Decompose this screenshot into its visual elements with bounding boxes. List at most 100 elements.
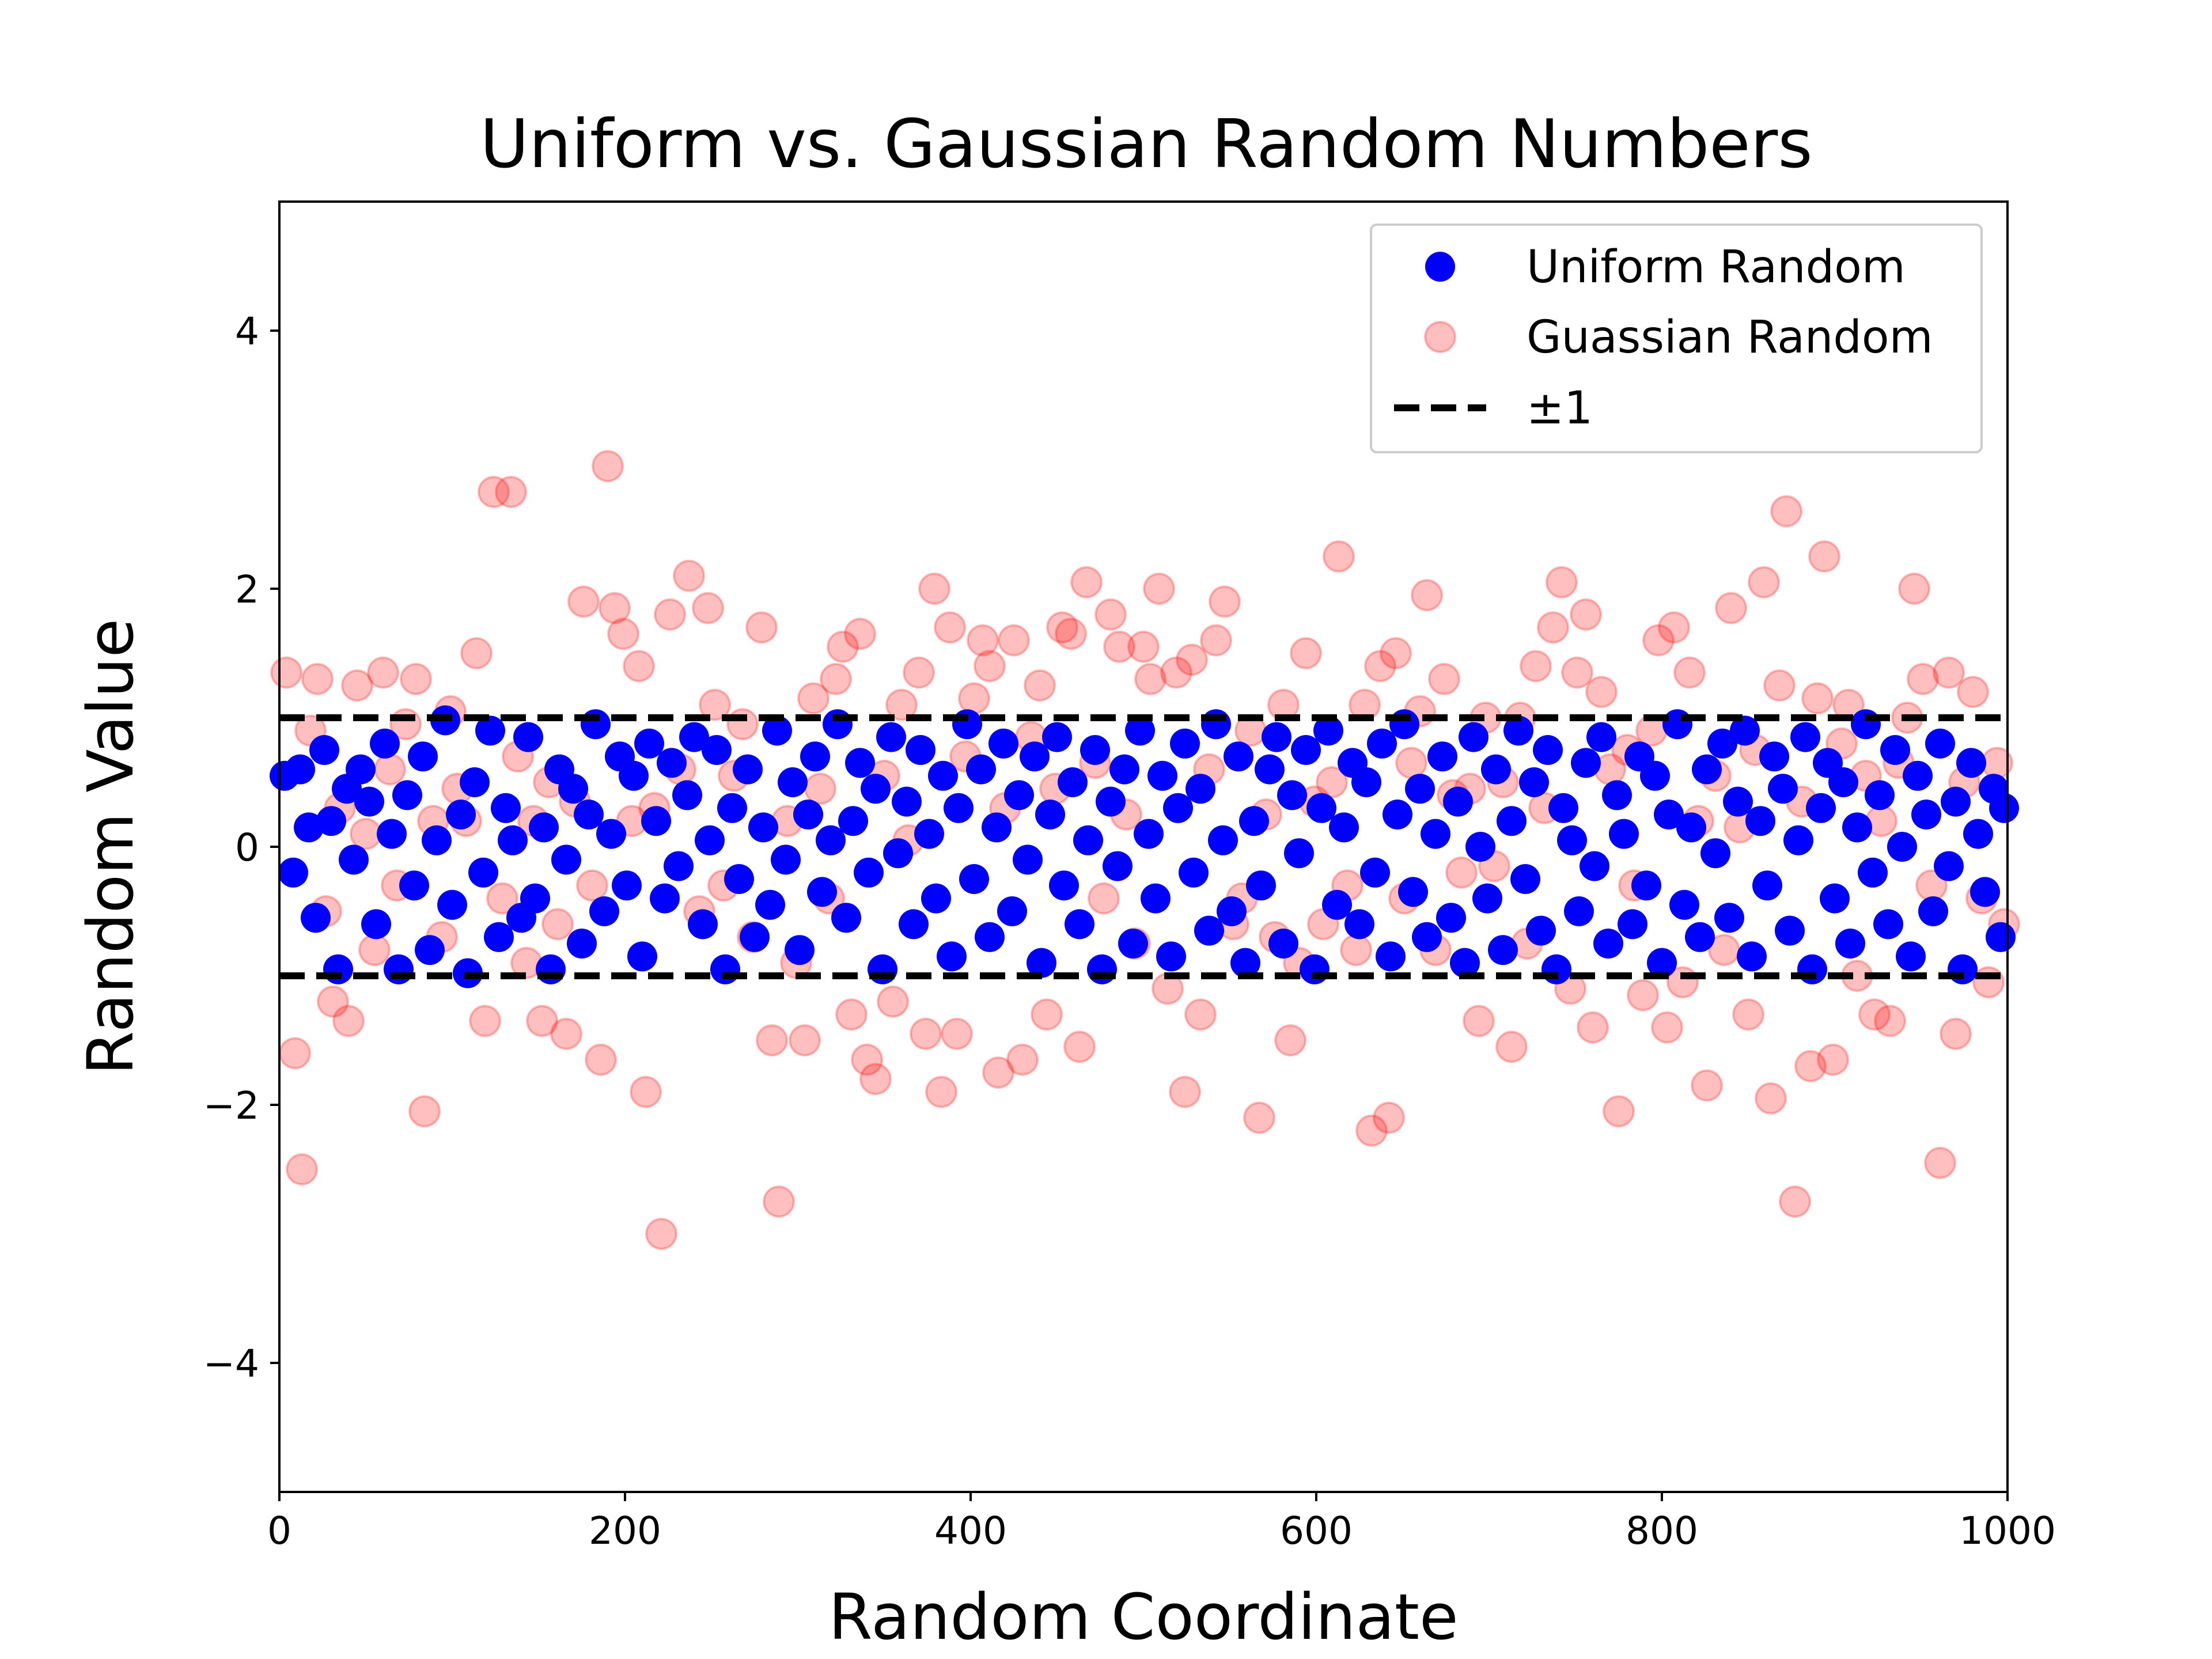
uniform-point <box>567 929 597 959</box>
gaussian-point <box>585 1043 617 1076</box>
gaussian-point <box>374 753 406 786</box>
uniform-point <box>1306 793 1336 823</box>
uniform-point <box>589 896 619 926</box>
uniform-point <box>437 889 467 920</box>
uniform-point <box>558 774 588 804</box>
gaussian-point <box>599 592 631 624</box>
uniform-point <box>294 812 324 843</box>
gaussian-point <box>934 611 966 644</box>
gaussian-point <box>877 985 909 1018</box>
uniform-point <box>1322 889 1352 920</box>
uniform-point <box>892 786 922 817</box>
uniform-point <box>1669 889 1699 920</box>
y-tick-label: −4 <box>203 1342 259 1386</box>
gaussian-point <box>745 611 778 644</box>
uniform-point <box>1654 800 1684 830</box>
gaussian-point <box>1691 1069 1723 1102</box>
gaussian-point <box>1755 1082 1787 1115</box>
uniform-point <box>1593 929 1623 959</box>
uniform-point <box>536 954 566 984</box>
uniform-point <box>1896 941 1926 972</box>
gaussian-point <box>526 1005 558 1037</box>
gaussian-point <box>804 772 836 805</box>
x-tick-label: 0 <box>267 1509 291 1553</box>
uniform-point <box>1118 929 1148 959</box>
uniform-point <box>316 806 346 836</box>
uniform-point <box>1194 915 1224 946</box>
gaussian-point <box>1063 1031 1096 1063</box>
gaussian-point <box>885 688 918 721</box>
uniform-point <box>800 741 830 772</box>
uniform-point <box>1262 722 1291 752</box>
gaussian-point <box>673 559 705 592</box>
gaussian-point <box>1808 540 1840 573</box>
gaussian-point <box>1898 573 1930 605</box>
uniform-point <box>1367 728 1397 759</box>
uniform-point <box>1989 793 2019 823</box>
uniform-point <box>664 851 694 881</box>
gaussian-point <box>1858 998 1891 1031</box>
y-tick-label: 4 <box>235 309 259 354</box>
y-axis-ticks: −4 −2 0 2 4 <box>203 309 279 1386</box>
gaussian-point <box>286 1153 318 1185</box>
uniform-point <box>1631 870 1661 901</box>
gaussian-point <box>1642 624 1675 657</box>
uniform-point <box>1851 709 1881 740</box>
gaussian-point <box>478 476 510 508</box>
gaussian-point <box>1445 856 1478 889</box>
gaussian-point <box>1561 656 1593 689</box>
uniform-point <box>1141 883 1171 914</box>
gaussian-point <box>820 662 852 695</box>
uniform-point <box>1472 883 1502 914</box>
uniform-point <box>1768 774 1798 804</box>
legend-marker-uniform <box>1425 252 1455 282</box>
uniform-point <box>1389 709 1419 740</box>
uniform-point <box>551 844 581 875</box>
gaussian-point <box>1537 611 1569 644</box>
gaussian-point <box>903 656 935 689</box>
uniform-point <box>988 728 1018 759</box>
uniform-point <box>491 793 521 823</box>
uniform-point <box>959 864 989 894</box>
gaussian-point <box>797 682 830 715</box>
gaussian-point <box>1209 585 1241 618</box>
uniform-point <box>1533 735 1563 765</box>
uniform-point <box>733 754 763 785</box>
legend-label-gaussian: Guassian Random <box>1527 312 1933 363</box>
y-axis-title: Random Value <box>74 619 147 1075</box>
uniform-point <box>1806 793 1836 823</box>
uniform-point <box>1842 812 1872 843</box>
uniform-point <box>861 774 891 804</box>
uniform-point <box>1443 786 1473 817</box>
uniform-point <box>1676 812 1706 843</box>
uniform-point <box>1714 903 1744 933</box>
gaussian-point <box>1874 1005 1906 1037</box>
gaussian-point <box>630 1075 662 1108</box>
uniform-point <box>1745 806 1775 836</box>
gaussian-point <box>1176 643 1208 676</box>
uniform-point <box>831 903 861 933</box>
gaussian-point <box>1243 1101 1275 1134</box>
uniform-point <box>346 754 376 785</box>
gaussian-point <box>1024 669 1056 702</box>
uniform-point <box>384 954 414 984</box>
uniform-point <box>1049 870 1079 901</box>
gaussian-point <box>1316 766 1348 798</box>
uniform-point <box>377 819 407 849</box>
uniform-point <box>688 909 718 940</box>
gaussian-point <box>592 450 624 483</box>
uniform-point <box>1255 754 1285 785</box>
uniform-point <box>309 735 339 765</box>
gaussian-point <box>789 1024 821 1056</box>
uniform-point <box>1004 780 1034 810</box>
uniform-point <box>498 825 528 855</box>
gaussian-point <box>341 669 373 702</box>
uniform-point <box>1941 786 1971 817</box>
uniform-point <box>475 715 505 746</box>
uniform-point <box>460 767 490 797</box>
uniform-point <box>1557 825 1587 855</box>
y-tick-label: 2 <box>235 567 259 612</box>
gaussian-point <box>1323 540 1355 573</box>
uniform-point <box>997 896 1027 926</box>
